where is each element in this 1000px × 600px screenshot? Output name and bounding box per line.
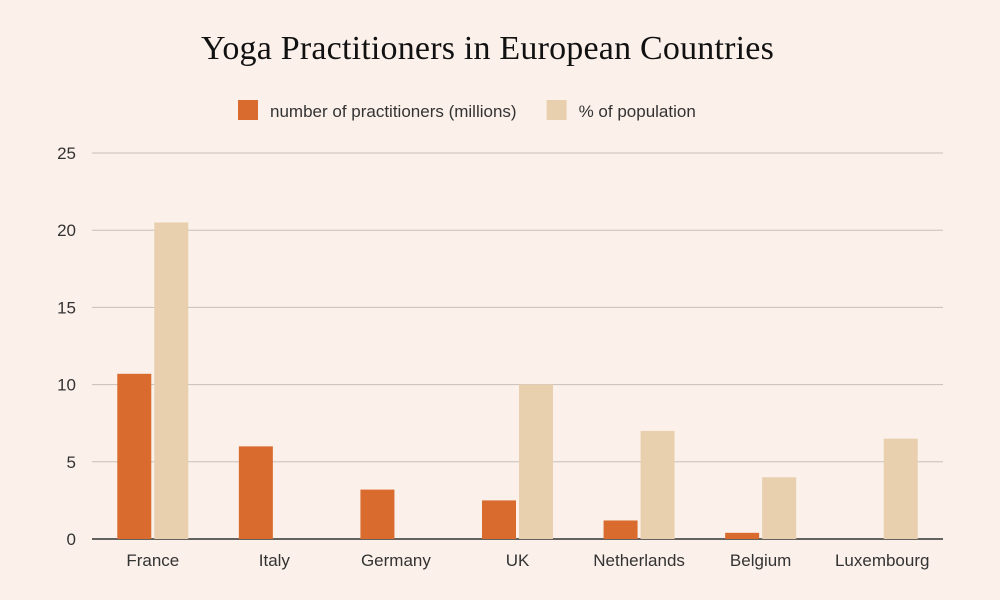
bar-netherlands-series-2 [640,430,675,539]
x-tick-label: Italy [259,551,291,570]
x-tick-label: UK [506,551,530,570]
y-tick-label: 5 [67,453,76,472]
bar-france-series-1 [117,373,152,539]
bar-uk-series-2 [519,384,553,539]
x-tick-label: France [126,551,179,570]
legend-label-2: % of population [579,102,696,121]
bar-netherlands-series-1 [603,520,638,539]
bar-germany-series-1 [360,489,395,539]
bar-uk-series-1 [482,500,516,539]
bar-luxembourg-series-2 [883,438,918,539]
bar-belgium-series-2 [762,477,797,539]
y-tick-label: 10 [57,376,76,395]
legend-swatch-1 [238,100,258,120]
x-tick-label: Germany [361,551,431,570]
x-tick-label: Luxembourg [835,551,930,570]
bar-belgium-series-1 [725,532,760,539]
y-tick-label: 25 [57,144,76,163]
x-tick-label: Netherlands [593,551,685,570]
legend-swatch-2 [546,100,567,120]
y-tick-label: 15 [57,298,76,317]
legend-label-1: number of practitioners (millions) [270,102,517,121]
bar-france-series-2 [154,222,189,540]
bar-italy-series-1 [238,446,273,539]
y-tick-label: 20 [57,221,76,240]
y-tick-label: 0 [67,530,76,549]
chart-title: Yoga Practitioners in European Countries [200,30,775,67]
x-tick-label: Belgium [730,551,791,570]
